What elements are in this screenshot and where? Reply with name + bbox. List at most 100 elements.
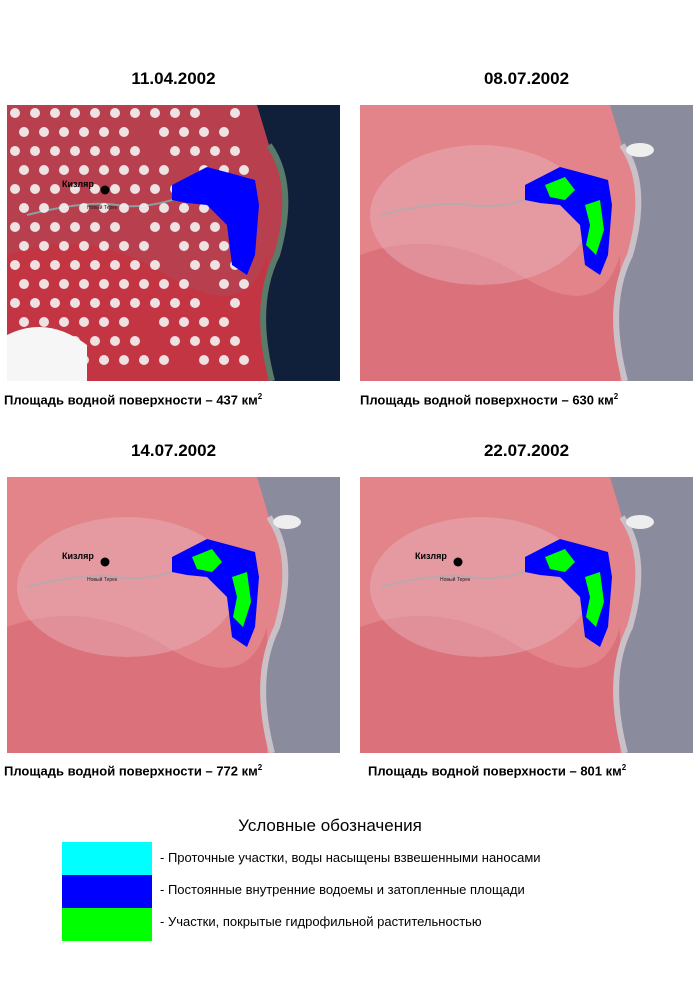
satellite-image: Кизляр Новый Терек [360, 477, 693, 753]
cloud [19, 241, 29, 251]
city-label: Кизляр [62, 179, 94, 189]
panel-date: 11.04.2002 [131, 69, 216, 88]
cloud [99, 279, 109, 289]
caption-sup: 2 [257, 392, 263, 401]
haze [370, 517, 590, 657]
cloud [119, 317, 129, 327]
cloud [59, 241, 69, 251]
cloud [159, 127, 169, 137]
cloud [50, 298, 60, 308]
cloud [219, 355, 229, 365]
caption-text: Площадь водной поверхности – 630 км [360, 392, 614, 408]
cloud [210, 146, 220, 156]
caption-text: Площадь водной поверхности – 801 км [368, 763, 622, 779]
cloud [219, 279, 229, 289]
cloud [90, 184, 100, 194]
cloud [70, 108, 80, 118]
caption-text: Площадь водной поверхности – 437 км [4, 392, 258, 408]
cloud [110, 146, 120, 156]
cloud [19, 279, 29, 289]
satellite-image: Кизляр Новый Терек [7, 105, 340, 381]
cloud [119, 279, 129, 289]
cloud [190, 298, 200, 308]
legend-swatch [62, 875, 152, 908]
cloud [99, 317, 109, 327]
vegetation [232, 572, 251, 627]
city-marker [453, 557, 463, 567]
city-label: Кизляр [415, 551, 447, 561]
cloud [50, 222, 60, 232]
cloud [179, 203, 189, 213]
sea [610, 105, 693, 381]
cloud [90, 146, 100, 156]
cloud [190, 222, 200, 232]
caption-sup: 2 [613, 392, 619, 401]
cloud [150, 108, 160, 118]
panel-caption: Площадь водной поверхности – 772 км2 [4, 763, 262, 778]
legend-swatch [62, 908, 152, 941]
cloud [179, 317, 189, 327]
cloud [39, 165, 49, 175]
cloud [190, 108, 200, 118]
cloud [159, 165, 169, 175]
sea [257, 477, 340, 753]
cloud [130, 108, 140, 118]
cloud [239, 165, 249, 175]
cloud [110, 260, 120, 270]
cloud [79, 279, 89, 289]
caption-sup: 2 [621, 763, 627, 772]
cloud [199, 203, 209, 213]
cloud [139, 241, 149, 251]
cloud [190, 146, 200, 156]
cloud [170, 336, 180, 346]
cloud [90, 336, 100, 346]
panel-caption: Площадь водной поверхности – 437 км2 [4, 392, 262, 407]
cloud [159, 317, 169, 327]
cloud [159, 279, 169, 289]
cloud [10, 260, 20, 270]
cloud [230, 146, 240, 156]
cloud [139, 165, 149, 175]
cloud [119, 355, 129, 365]
cloud [110, 108, 120, 118]
cloud [39, 317, 49, 327]
cloud [99, 241, 109, 251]
cloud [39, 127, 49, 137]
cloud [190, 336, 200, 346]
cloud [190, 260, 200, 270]
legend-title: Условные обозначения [238, 816, 422, 835]
cloud [150, 298, 160, 308]
cloud [10, 146, 20, 156]
cloud [70, 184, 80, 194]
cloud [119, 241, 129, 251]
cloud [130, 184, 140, 194]
satellite-image [360, 105, 693, 381]
haze [370, 145, 590, 285]
shore [260, 143, 289, 381]
cloud [30, 260, 40, 270]
cloud [70, 260, 80, 270]
cloud [110, 184, 120, 194]
land-texture [360, 615, 620, 753]
city-label: Кизляр [62, 551, 94, 561]
water-area [172, 167, 259, 275]
cloud [19, 317, 29, 327]
cloud [110, 336, 120, 346]
cloud [110, 222, 120, 232]
legend-label: - Участки, покрытые гидрофильной растите… [160, 914, 482, 929]
cloud [59, 279, 69, 289]
satellite-image: Кизляр Новый Терек [7, 477, 340, 753]
cloud [90, 260, 100, 270]
vegetation [545, 177, 575, 200]
vegetation [585, 200, 604, 255]
cloud [119, 165, 129, 175]
cloud [59, 203, 69, 213]
cloud [79, 241, 89, 251]
cloud [59, 127, 69, 137]
cloud [179, 279, 189, 289]
caption-text: Площадь водной поверхности – 772 км [4, 763, 258, 779]
vegetation [192, 549, 222, 572]
cloud [10, 222, 20, 232]
panel-caption: Площадь водной поверхности – 630 км2 [360, 392, 618, 407]
cloud [30, 108, 40, 118]
